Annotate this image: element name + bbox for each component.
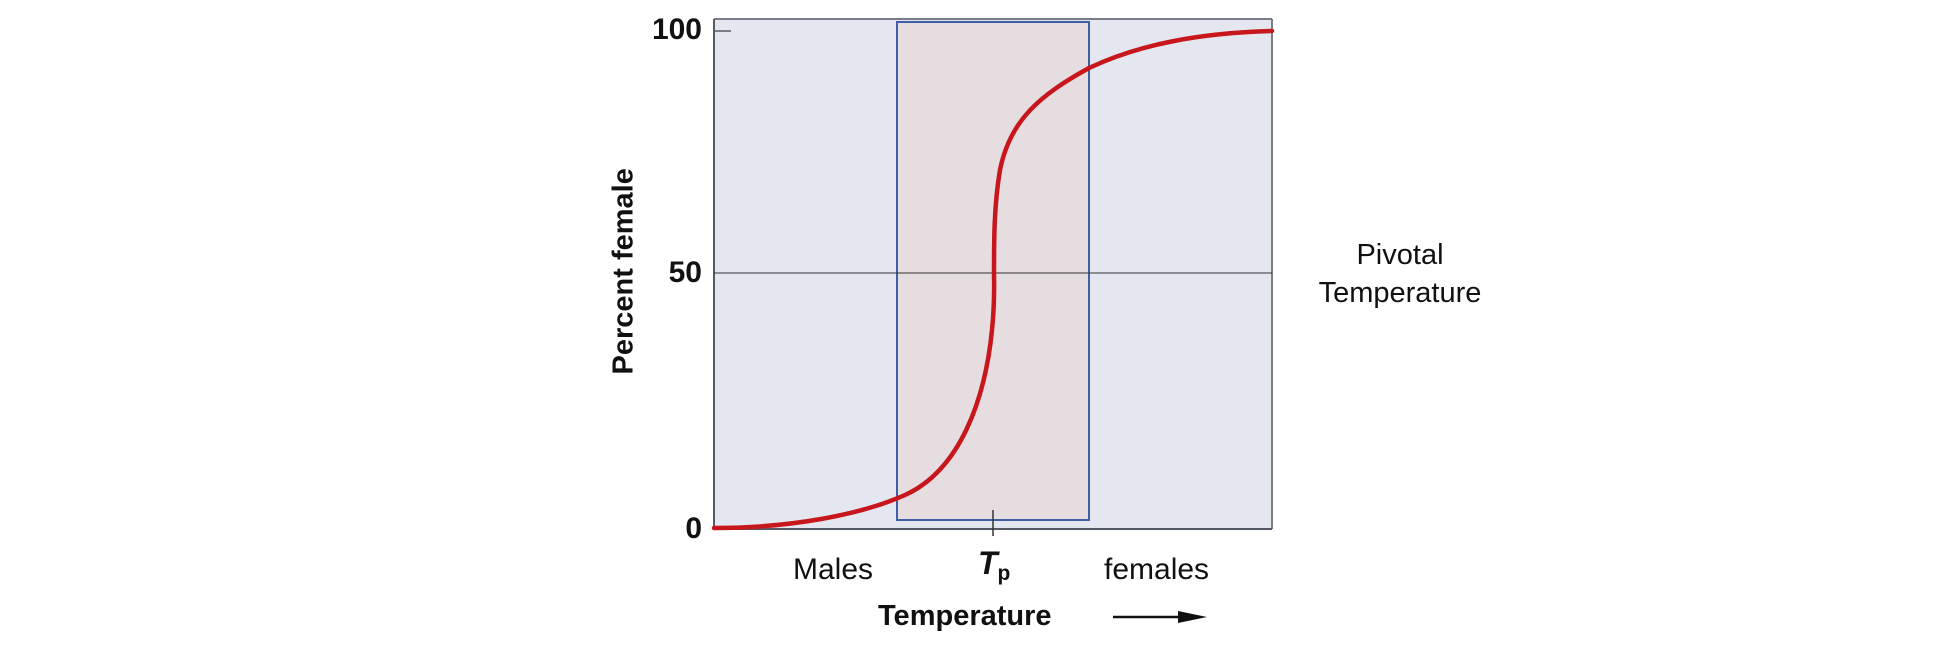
x-axis-label: Temperature xyxy=(878,600,1052,632)
males-label: Males xyxy=(793,553,874,586)
pivotal-label-line2: Temperature xyxy=(1318,277,1482,309)
pivotal-temperature-label: Pivotal Temperature xyxy=(1290,236,1510,312)
ytick-label-100: 100 xyxy=(651,13,702,46)
x-axis-arrow-head xyxy=(1178,611,1207,623)
females-label: females xyxy=(1104,553,1210,586)
pivotal-label-line1: Pivotal xyxy=(1356,239,1444,271)
ytick-label-0: 0 xyxy=(685,512,702,545)
tp-label: Tp xyxy=(978,545,1011,585)
ytick-label-50: 50 xyxy=(668,256,702,289)
sigmoid-curve xyxy=(711,28,1275,531)
y-axis-label: Percent female xyxy=(607,168,640,375)
